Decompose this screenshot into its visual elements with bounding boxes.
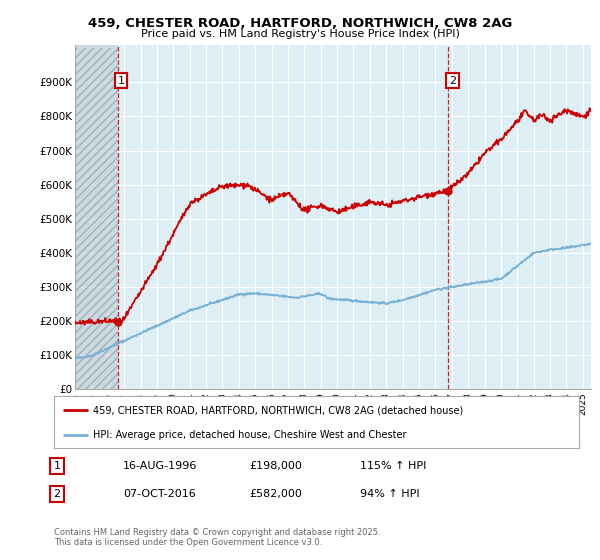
Text: £198,000: £198,000 xyxy=(249,461,302,471)
Text: Price paid vs. HM Land Registry's House Price Index (HPI): Price paid vs. HM Land Registry's House … xyxy=(140,29,460,39)
Text: £582,000: £582,000 xyxy=(249,489,302,499)
Text: 2: 2 xyxy=(53,489,61,499)
Text: 16-AUG-1996: 16-AUG-1996 xyxy=(123,461,197,471)
Text: 1: 1 xyxy=(118,76,125,86)
Text: 1: 1 xyxy=(53,461,61,471)
Text: Contains HM Land Registry data © Crown copyright and database right 2025.
This d: Contains HM Land Registry data © Crown c… xyxy=(54,528,380,547)
Text: 94% ↑ HPI: 94% ↑ HPI xyxy=(360,489,419,499)
Text: 459, CHESTER ROAD, HARTFORD, NORTHWICH, CW8 2AG (detached house): 459, CHESTER ROAD, HARTFORD, NORTHWICH, … xyxy=(94,405,464,416)
Text: HPI: Average price, detached house, Cheshire West and Chester: HPI: Average price, detached house, Ches… xyxy=(94,430,407,440)
Text: 459, CHESTER ROAD, HARTFORD, NORTHWICH, CW8 2AG: 459, CHESTER ROAD, HARTFORD, NORTHWICH, … xyxy=(88,17,512,30)
Text: 07-OCT-2016: 07-OCT-2016 xyxy=(123,489,196,499)
Text: 2: 2 xyxy=(449,76,457,86)
Text: 115% ↑ HPI: 115% ↑ HPI xyxy=(360,461,427,471)
Bar xyxy=(75,48,118,389)
Bar xyxy=(75,45,118,389)
